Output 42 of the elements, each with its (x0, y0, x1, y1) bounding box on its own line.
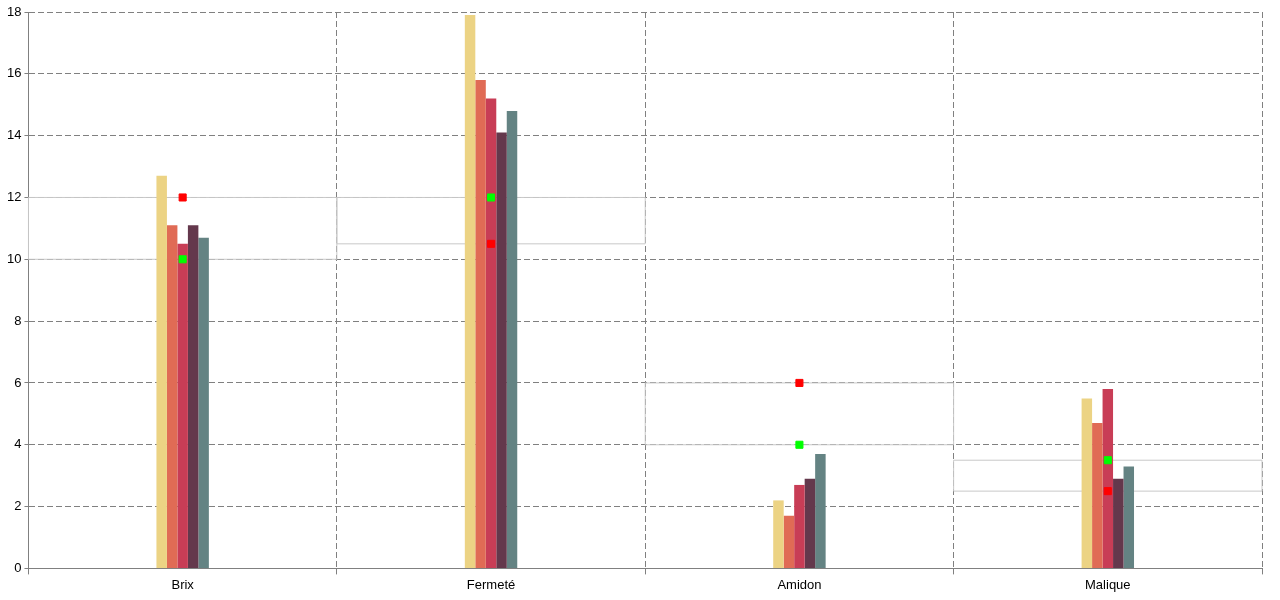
bar (1123, 466, 1135, 568)
bar (475, 80, 486, 568)
bar (773, 500, 784, 568)
bar (485, 98, 497, 568)
point (178, 193, 187, 202)
point (178, 255, 187, 264)
bar (166, 225, 178, 568)
bar (1081, 398, 1093, 568)
bar (464, 15, 476, 568)
point (487, 193, 496, 202)
point (795, 378, 804, 387)
bar (177, 243, 188, 568)
bar (1092, 423, 1103, 568)
x-tick-label: Malique (1085, 576, 1131, 592)
x-tick-label: Brix (171, 576, 195, 592)
bar (187, 225, 199, 568)
y-tick-label: 2 (14, 498, 22, 514)
bar (804, 478, 816, 568)
point (795, 440, 804, 449)
bar (1113, 478, 1124, 568)
bar (1102, 389, 1114, 568)
y-tick-label: 0 (14, 559, 22, 575)
bar (198, 237, 209, 568)
bar (496, 132, 507, 568)
point (1103, 456, 1112, 465)
y-tick-label: 8 (14, 312, 22, 328)
y-tick-label: 4 (14, 436, 22, 452)
y-tick-label: 12 (6, 189, 22, 205)
bar (506, 110, 518, 568)
x-tick-label: Amidon (777, 576, 822, 592)
bar (783, 515, 795, 568)
point (1103, 487, 1112, 496)
y-tick-label: 10 (6, 250, 22, 266)
bar (156, 175, 167, 568)
y-tick-label: 16 (6, 65, 22, 81)
y-tick-label: 6 (14, 374, 22, 390)
bar (815, 454, 826, 568)
x-tick-label: Fermeté (466, 576, 516, 592)
y-tick-label: 14 (6, 127, 22, 143)
bar (794, 484, 805, 568)
point (487, 239, 496, 248)
y-tick-label: 18 (6, 3, 22, 19)
